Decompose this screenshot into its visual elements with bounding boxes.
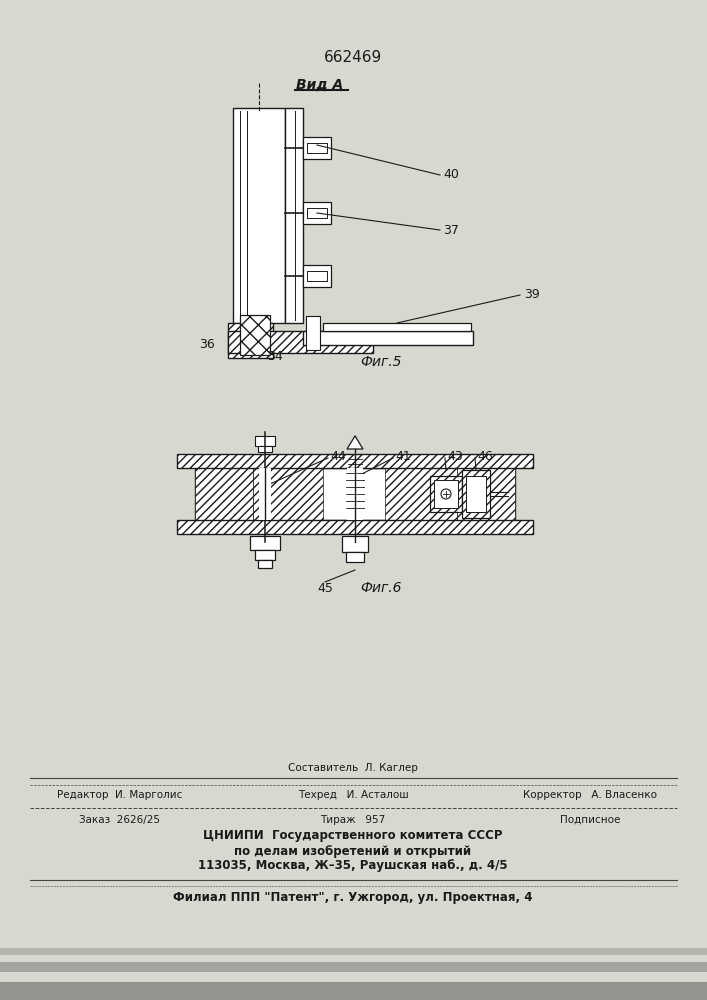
Polygon shape bbox=[347, 436, 363, 449]
Text: 43: 43 bbox=[447, 450, 463, 462]
Bar bbox=[307, 143, 327, 153]
Bar bbox=[0, 962, 707, 972]
Text: 37: 37 bbox=[443, 224, 459, 236]
Bar bbox=[303, 202, 331, 224]
Bar bbox=[195, 468, 515, 520]
Text: 662469: 662469 bbox=[324, 50, 382, 66]
Text: Корректор   А. Власенко: Корректор А. Власенко bbox=[523, 790, 657, 800]
Text: Подписное: Подписное bbox=[560, 815, 620, 825]
Bar bbox=[255, 550, 275, 560]
Bar bbox=[253, 468, 323, 520]
Text: Заказ  2626/25: Заказ 2626/25 bbox=[79, 815, 160, 825]
Text: ЦНИИПИ  Государственного комитета СССР: ЦНИИПИ Государственного комитета СССР bbox=[203, 830, 503, 842]
Bar bbox=[259, 468, 271, 520]
Bar bbox=[466, 476, 486, 512]
Text: 40: 40 bbox=[443, 168, 459, 182]
Bar bbox=[240, 315, 270, 355]
Text: 44: 44 bbox=[330, 450, 346, 462]
Bar bbox=[430, 476, 462, 512]
Bar bbox=[303, 331, 473, 345]
Circle shape bbox=[441, 489, 451, 499]
Bar bbox=[342, 536, 368, 552]
Bar bbox=[258, 560, 272, 568]
Text: Техред   И. Асталош: Техред И. Асталош bbox=[298, 790, 409, 800]
Bar bbox=[307, 208, 327, 218]
Text: Филиал ППП "Патент", г. Ужгород, ул. Проектная, 4: Филиал ППП "Патент", г. Ужгород, ул. Про… bbox=[173, 892, 533, 904]
Text: Вид А: Вид А bbox=[296, 78, 344, 92]
Bar bbox=[0, 948, 707, 955]
Text: 39: 39 bbox=[524, 288, 539, 302]
Bar bbox=[195, 468, 253, 520]
Text: Фиг.6: Фиг.6 bbox=[360, 581, 402, 595]
Bar bbox=[0, 982, 707, 1000]
Text: Фиг.5: Фиг.5 bbox=[360, 355, 402, 369]
Bar bbox=[466, 476, 486, 512]
Bar bbox=[303, 137, 331, 159]
Bar bbox=[462, 470, 490, 518]
Text: 45: 45 bbox=[317, 582, 333, 594]
Bar bbox=[347, 468, 363, 520]
Bar bbox=[346, 552, 364, 562]
Bar bbox=[233, 108, 285, 323]
Text: 41: 41 bbox=[395, 450, 411, 462]
Bar bbox=[434, 480, 458, 508]
Bar bbox=[177, 520, 533, 534]
Bar bbox=[323, 323, 471, 331]
Bar bbox=[457, 468, 515, 520]
Text: Редактор  И. Марголис: Редактор И. Марголис bbox=[57, 790, 182, 800]
Text: 46: 46 bbox=[477, 450, 493, 462]
Bar bbox=[385, 468, 457, 520]
Bar bbox=[228, 323, 273, 358]
Bar bbox=[307, 271, 327, 281]
Bar bbox=[434, 480, 458, 508]
Bar bbox=[177, 454, 533, 468]
Bar bbox=[303, 265, 331, 287]
Bar bbox=[250, 536, 280, 550]
Bar bbox=[306, 316, 320, 350]
Text: Составитель  Л. Каглер: Составитель Л. Каглер bbox=[288, 763, 418, 773]
Bar bbox=[285, 108, 303, 323]
Text: 113035, Москва, Ж–35, Раушская наб., д. 4/5: 113035, Москва, Ж–35, Раушская наб., д. … bbox=[198, 859, 508, 872]
Text: 34: 34 bbox=[267, 351, 283, 363]
Bar bbox=[228, 331, 373, 353]
Text: 36: 36 bbox=[199, 338, 215, 352]
Bar bbox=[255, 436, 275, 446]
Text: Тираж   957: Тираж 957 bbox=[320, 815, 385, 825]
Text: по делам изобретений и открытий: по делам изобретений и открытий bbox=[235, 844, 472, 857]
Bar bbox=[258, 446, 272, 452]
